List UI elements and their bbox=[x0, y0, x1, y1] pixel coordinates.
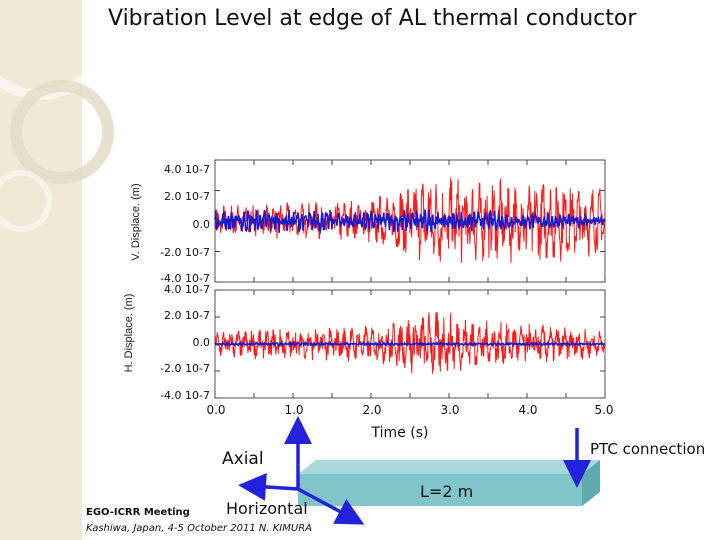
xtick-label: 5.0 bbox=[594, 403, 613, 417]
bottom-ytick-label: 0.0 bbox=[193, 336, 211, 349]
axial-label: Axial bbox=[222, 449, 264, 469]
conductor-bar-top bbox=[298, 460, 600, 474]
top-ytick-label: 4.0 10-7 bbox=[164, 163, 210, 176]
horizontal-arrow-left bbox=[238, 472, 299, 501]
xtick-label: 4.0 bbox=[518, 403, 537, 417]
bottom-ytick-label: 4.0 10-7 bbox=[164, 283, 210, 296]
xtick-label: 0.0 bbox=[206, 403, 225, 417]
xtick-label: 1.0 bbox=[284, 403, 303, 417]
series-blue-bottom bbox=[214, 340, 606, 348]
bottom-ylabel: H. Displace. (m) bbox=[123, 294, 135, 373]
footer-details: Kashiwa, Japan, 4-5 October 2011 N. KIMU… bbox=[86, 523, 312, 534]
xtick-label: 3.0 bbox=[440, 403, 459, 417]
length-label: L=2 m bbox=[420, 482, 474, 501]
top-ytick-label: 0.0 bbox=[193, 218, 211, 231]
series-red-bottom bbox=[214, 312, 606, 374]
ptc-connection-label: PTC connection bbox=[590, 440, 706, 458]
xtick-label: 2.0 bbox=[362, 403, 381, 417]
slide-title: Vibration Level at edge of AL thermal co… bbox=[108, 6, 637, 31]
top-ytick-label: -4.0 10-7 bbox=[160, 272, 210, 285]
series-blue-top bbox=[214, 209, 606, 234]
top-ytick-label: -2.0 10-7 bbox=[160, 246, 210, 259]
footer-meeting: EGO-ICRR Meeting bbox=[86, 507, 190, 518]
bottom-ytick-label: 2.0 10-7 bbox=[164, 309, 210, 322]
bottom-ytick-label: -4.0 10-7 bbox=[160, 389, 210, 402]
top-ylabel: V. Displace. (m) bbox=[130, 183, 142, 260]
top-ytick-label: 2.0 10-7 bbox=[164, 190, 210, 203]
bottom-ytick-label: -2.0 10-7 bbox=[160, 362, 210, 375]
horizontal-label: Horizontal bbox=[226, 499, 308, 518]
x-axis-title: Time (s) bbox=[371, 425, 429, 441]
decorative-ring-small bbox=[0, 170, 52, 232]
horizontal-arrow-diagonal bbox=[297, 487, 365, 525]
